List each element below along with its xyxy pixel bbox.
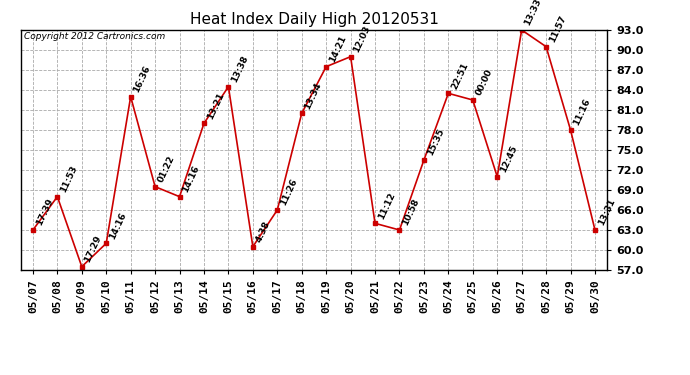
- Text: 12:03: 12:03: [352, 24, 372, 54]
- Text: 17:39: 17:39: [34, 197, 55, 227]
- Text: 00:00: 00:00: [474, 68, 494, 97]
- Text: 13:21: 13:21: [206, 91, 226, 120]
- Text: 13:31: 13:31: [596, 198, 617, 227]
- Text: 14:21: 14:21: [328, 34, 348, 64]
- Text: 11:53: 11:53: [59, 164, 79, 194]
- Text: 11:26: 11:26: [279, 177, 299, 207]
- Text: 14:16: 14:16: [181, 164, 201, 194]
- Text: 22:51: 22:51: [450, 61, 470, 90]
- Text: 13:34: 13:34: [303, 81, 324, 111]
- Text: 13:38: 13:38: [230, 54, 250, 84]
- Title: Heat Index Daily High 20120531: Heat Index Daily High 20120531: [190, 12, 438, 27]
- Text: 01:22: 01:22: [157, 154, 177, 184]
- Text: 15:35: 15:35: [425, 128, 446, 157]
- Text: 14:16: 14:16: [108, 211, 128, 240]
- Text: 4:38: 4:38: [254, 220, 272, 244]
- Text: 17:29: 17:29: [83, 234, 104, 264]
- Text: 11:57: 11:57: [547, 14, 568, 44]
- Text: 16:36: 16:36: [132, 64, 152, 94]
- Text: Copyright 2012 Cartronics.com: Copyright 2012 Cartronics.com: [23, 32, 165, 41]
- Text: 11:12: 11:12: [377, 191, 397, 220]
- Text: 12:45: 12:45: [499, 144, 519, 174]
- Text: 10:58: 10:58: [401, 198, 421, 227]
- Text: 13:33: 13:33: [523, 0, 543, 27]
- Text: 11:16: 11:16: [572, 98, 592, 127]
